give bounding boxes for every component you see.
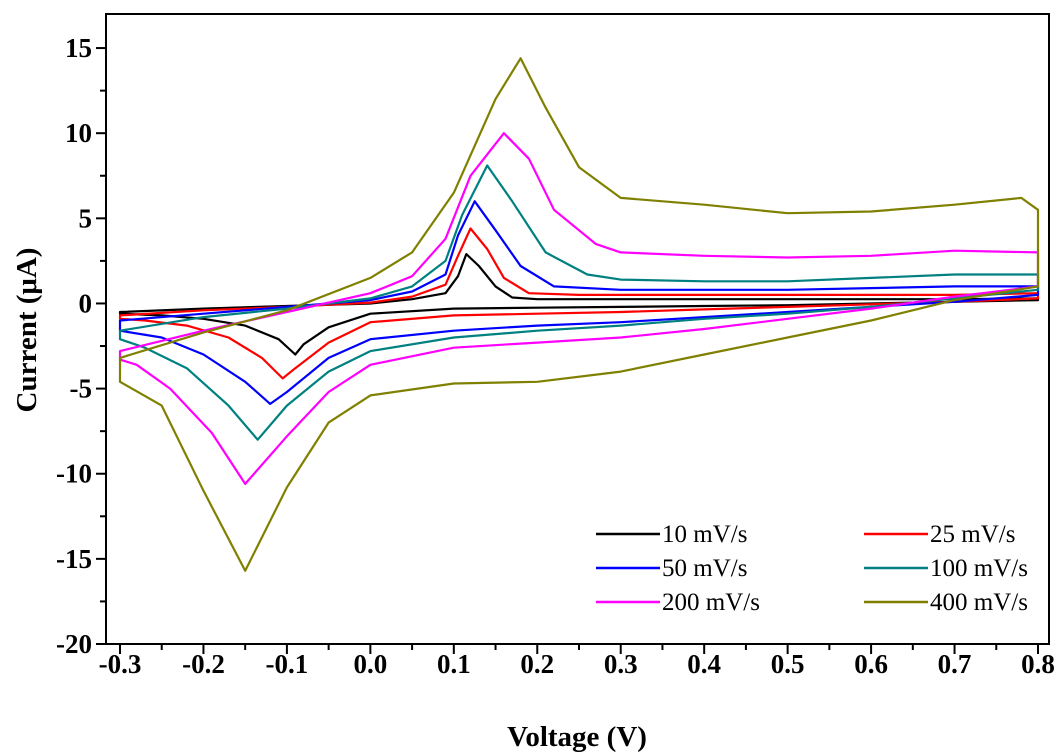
x-tick-label: -0.2 — [182, 649, 225, 679]
x-tick-label: 0.3 — [604, 649, 638, 679]
x-tick-label: 0.6 — [854, 649, 888, 679]
legend-label: 100 mV/s — [930, 555, 1028, 582]
x-tick-label: 0.0 — [353, 649, 387, 679]
legend: 10 mV/s 25 mV/s 50 mV/s 100 mV/s 200 mV/s 400… — [596, 521, 1028, 616]
y-tick-label: -15 — [56, 544, 92, 574]
y-tick-label: 15 — [65, 33, 92, 63]
y-tick-label: -20 — [56, 629, 92, 659]
legend-label: 200 mV/s — [662, 589, 760, 616]
x-tick-label: 0.5 — [771, 649, 805, 679]
legend-label: 25 mV/s — [930, 521, 1015, 548]
y-tick-label: -5 — [70, 374, 93, 404]
y-tick-label: 5 — [79, 203, 93, 233]
x-axis-title: Voltage (V) — [507, 721, 647, 753]
x-tick-label: 0.7 — [938, 649, 972, 679]
x-tick-label: 0.8 — [1021, 649, 1055, 679]
legend-label: 400 mV/s — [930, 589, 1028, 616]
legend-label: 50 mV/s — [662, 555, 747, 582]
series-layer — [118, 57, 1040, 572]
legend-label: 10 mV/s — [662, 521, 747, 548]
y-tick-label: 0 — [79, 288, 93, 318]
y-tick-label: -10 — [56, 459, 92, 489]
series-line-25-mv-s — [118, 227, 1040, 380]
x-tick-label: -0.1 — [266, 649, 309, 679]
y-axis-title: Current (μA) — [11, 248, 43, 413]
plot-frame — [105, 13, 1050, 645]
x-tick-label: -0.3 — [99, 649, 142, 679]
x-tick-label: 0.2 — [520, 649, 554, 679]
y-tick-label: 10 — [65, 118, 92, 148]
axes-layer: -0.3 -0.2 -0.1 0.0 0.1 0.2 0.3 0.4 0.5 0.6 0.7 0.8 1… — [56, 33, 1055, 679]
series-line-400-mv-s — [118, 57, 1040, 572]
x-tick-label: 0.4 — [687, 649, 721, 679]
x-tick-label: 0.1 — [437, 649, 471, 679]
